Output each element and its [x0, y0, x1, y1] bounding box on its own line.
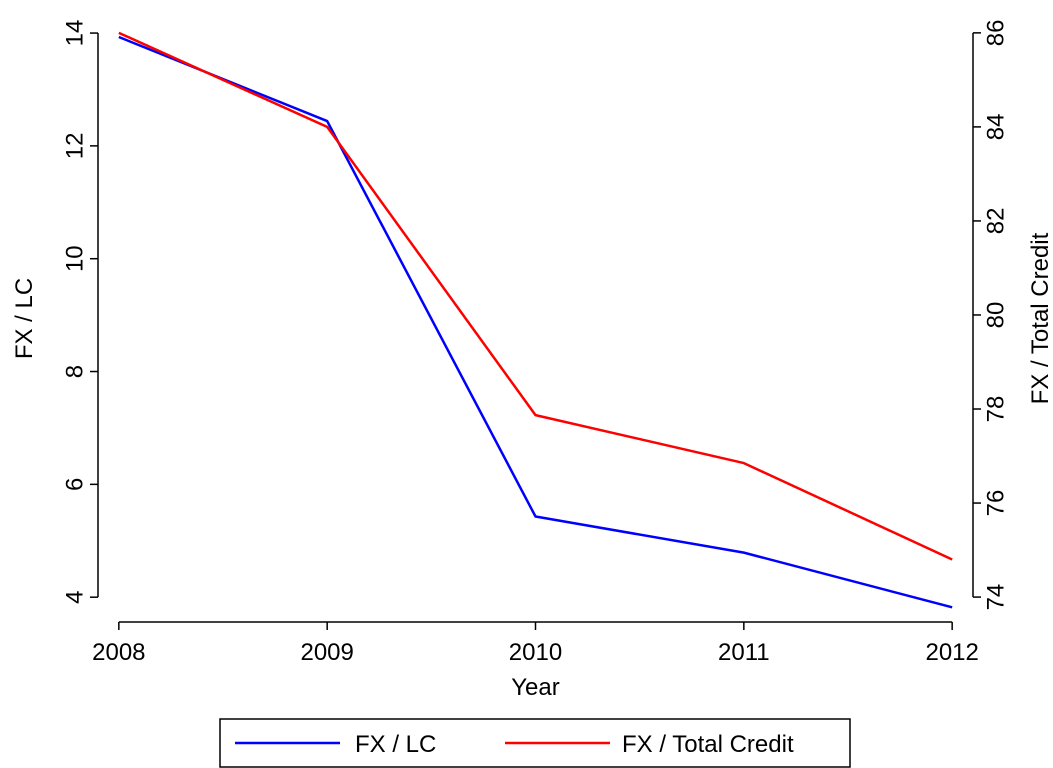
y-axis-title: FX / LC: [11, 278, 38, 359]
y2-tick-label: 74: [982, 584, 1009, 611]
y2-tick-label: 80: [982, 302, 1009, 329]
line-series: [118, 35, 953, 609]
y2-tick-label: 86: [982, 20, 1009, 47]
y2-tick-label: 84: [982, 114, 1009, 141]
y-tick-label: 12: [61, 133, 88, 160]
y-tick-label: 6: [61, 478, 88, 491]
y-tick-label: 10: [61, 245, 88, 272]
x-tick-label: 2011: [718, 639, 770, 666]
y-tick-label: 8: [61, 365, 88, 378]
x-axis-title: Year: [511, 674, 560, 701]
y2-tick-label: 78: [982, 396, 1009, 423]
x-tick-label: 2012: [925, 639, 978, 666]
x-tick-label: 2009: [300, 639, 353, 666]
legend-label: FX / Total Credit: [622, 731, 794, 758]
x-tick-label: 2010: [509, 639, 562, 666]
y2-tick-label: 82: [982, 208, 1009, 235]
x-tick-label: 2008: [92, 639, 145, 666]
y2-axis-title: FX / Total Credit: [1027, 232, 1053, 404]
line-series: [118, 31, 953, 561]
y-tick-label: 14: [61, 20, 88, 47]
y-tick-label: 4: [61, 590, 88, 603]
legend-label: FX / LC: [355, 731, 436, 758]
y2-tick-label: 76: [982, 490, 1009, 517]
